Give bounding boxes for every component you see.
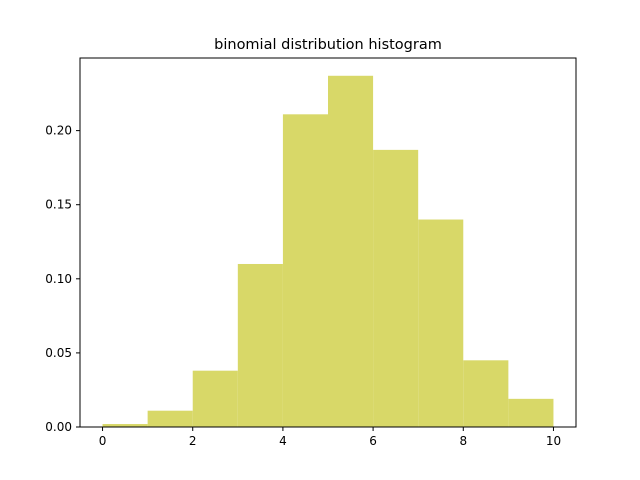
x-tick-label: 2 [189, 434, 197, 448]
x-tick-label: 8 [459, 434, 467, 448]
histogram-bar [418, 219, 464, 427]
y-tick-label: 0.15 [45, 198, 72, 212]
histogram-bar [373, 149, 419, 427]
histogram-bar [282, 114, 328, 427]
x-axis: 0 2 4 6 8 10 [99, 427, 561, 448]
y-tick-label: 0.05 [45, 346, 72, 360]
y-tick-label: 0.10 [45, 272, 72, 286]
y-tick-label: 0.00 [45, 420, 72, 434]
histogram-bar [147, 410, 193, 427]
x-tick-label: 0 [99, 434, 107, 448]
histogram-bar [508, 398, 554, 427]
histogram-bar [237, 263, 283, 427]
x-tick-label: 4 [279, 434, 287, 448]
histogram-bar [463, 360, 509, 427]
bars-group [102, 75, 554, 427]
y-axis: 0.00 0.05 0.10 0.15 0.20 [45, 124, 80, 434]
histogram-bar [192, 370, 238, 427]
x-tick-label: 6 [369, 434, 377, 448]
histogram-bar [328, 75, 374, 427]
x-tick-label: 10 [546, 434, 561, 448]
chart-title: binomial distribution histogram [214, 37, 442, 53]
y-tick-label: 0.20 [45, 124, 72, 138]
histogram-bar [102, 424, 148, 427]
plot-frame [79, 57, 577, 428]
